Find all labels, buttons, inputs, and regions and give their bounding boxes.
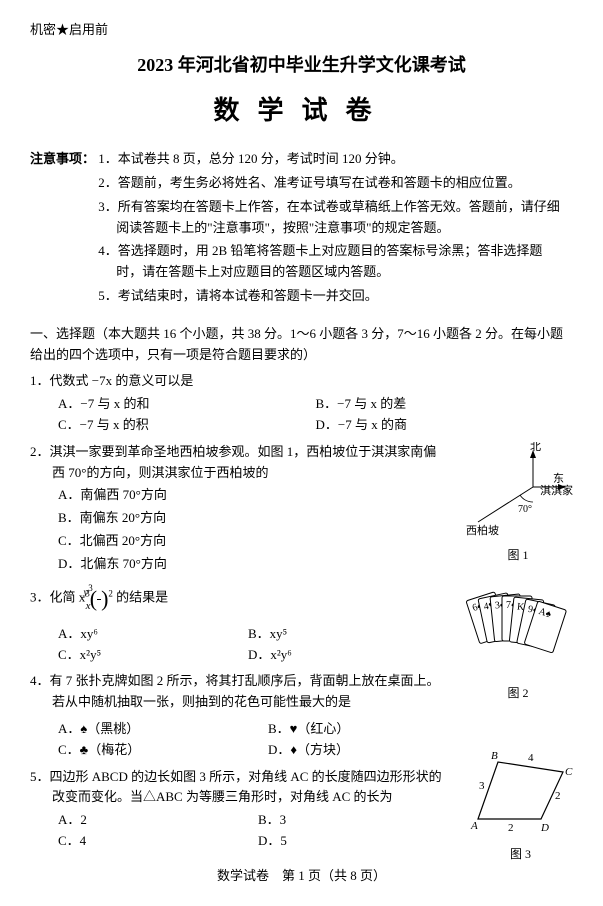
option-d: D．x²y⁶ [248, 645, 438, 666]
confidential-header: 机密★启用前 [30, 20, 573, 41]
figure-3: A B C D 3 4 2 2 图 3 [463, 747, 578, 865]
svg-text:D: D [540, 822, 549, 834]
exam-title: 2023 年河北省初中毕业生升学文化课考试 [30, 51, 573, 80]
option-b: B．−7 与 x 的差 [316, 394, 574, 415]
question-stem: 1．代数式 −7x 的意义可以是 [30, 371, 573, 392]
svg-text:A: A [470, 820, 478, 832]
question-3: 6♠ 4♥ 3♣ 7♦ K♦ 9♦ A♠ 图 2 3．化简 x3(y3x)2 的… [30, 581, 573, 666]
option-c: C．4 [58, 831, 258, 852]
cards-diagram: 6♠ 4♥ 3♣ 7♦ K♦ 9♦ A♠ [458, 591, 578, 676]
notice-item: 4．答选择题时，用 2B 铅笔将答题卡上对应题目的答案标号涂黑；答非选择题时，请… [98, 241, 568, 283]
svg-text:2: 2 [555, 790, 561, 802]
option-d: D．−7 与 x 的商 [316, 415, 574, 436]
option-c: C．−7 与 x 的积 [58, 415, 316, 436]
notice-block: 注意事项： 1．本试卷共 8 页，总分 120 分，考试时间 120 分钟。 2… [30, 149, 573, 310]
figure-caption: 图 1 [458, 546, 578, 565]
notice-list: 1．本试卷共 8 页，总分 120 分，考试时间 120 分钟。 2．答题前，考… [98, 149, 568, 310]
option-d: D．5 [258, 831, 458, 852]
notice-item: 1．本试卷共 8 页，总分 120 分，考试时间 120 分钟。 [98, 149, 568, 170]
svg-text:70°: 70° [518, 504, 532, 515]
option-c: C．♣（梅花） [58, 740, 268, 761]
page-footer: 数学试卷 第 1 页（共 8 页） [30, 866, 573, 887]
notice-item: 5．考试结束时，请将本试卷和答题卡一并交回。 [98, 286, 568, 307]
option-c: C．x²y⁵ [58, 645, 248, 666]
question-1: 1．代数式 −7x 的意义可以是 A．−7 与 x 的和 B．−7 与 x 的差… [30, 371, 573, 435]
quadrilateral-diagram: A B C D 3 4 2 2 [463, 747, 578, 837]
option-b: B．xy⁵ [248, 624, 438, 645]
option-d: D．♦（方块） [268, 740, 478, 761]
option-b: B．♥（红心） [268, 719, 478, 740]
option-a: A．♠（黑桃） [58, 719, 268, 740]
svg-text:3: 3 [479, 780, 485, 792]
notice-label: 注意事项： [30, 149, 95, 170]
svg-text:C: C [565, 766, 573, 778]
svg-text:北: 北 [530, 442, 541, 453]
svg-text:2: 2 [508, 822, 514, 834]
option-a: A．2 [58, 810, 258, 831]
subject-title: 数学试卷 [30, 90, 573, 132]
question-5: A B C D 3 4 2 2 图 3 5．四边形 ABCD 的边长如图 3 所… [30, 767, 573, 852]
option-b: B．3 [258, 810, 458, 831]
svg-text:B: B [491, 750, 498, 762]
figure-1: 北 东 淇淇家 70° 西柏坡 图 1 [458, 442, 578, 565]
figure-caption: 图 3 [463, 845, 578, 864]
svg-text:东: 东 [553, 472, 564, 485]
svg-text:淇淇家: 淇淇家 [540, 483, 573, 497]
section-header: 一、选择题（本大题共 16 个小题，共 38 分。1～6 小题各 3 分，7～1… [30, 324, 573, 366]
option-a: A．−7 与 x 的和 [58, 394, 316, 415]
question-stem: 4．有 7 张扑克牌如图 2 所示，将其打乱顺序后，背面朝上放在桌面上。若从中随… [30, 671, 573, 713]
svg-text:西柏坡: 西柏坡 [466, 523, 499, 537]
svg-text:4: 4 [528, 752, 534, 764]
option-a: A．xy⁶ [58, 624, 248, 645]
compass-diagram: 北 东 淇淇家 70° 西柏坡 [458, 442, 578, 537]
notice-item: 2．答题前，考生务必将姓名、准考证号填写在试卷和答题卡的相应位置。 [98, 173, 568, 194]
question-2: 北 东 淇淇家 70° 西柏坡 图 1 2．淇淇一家要到革命圣地西柏坡参观。如图… [30, 442, 573, 575]
notice-item: 3．所有答案均在答题卡上作答，在本试卷或草稿纸上作答无效。答题前，请仔细阅读答题… [98, 197, 568, 239]
